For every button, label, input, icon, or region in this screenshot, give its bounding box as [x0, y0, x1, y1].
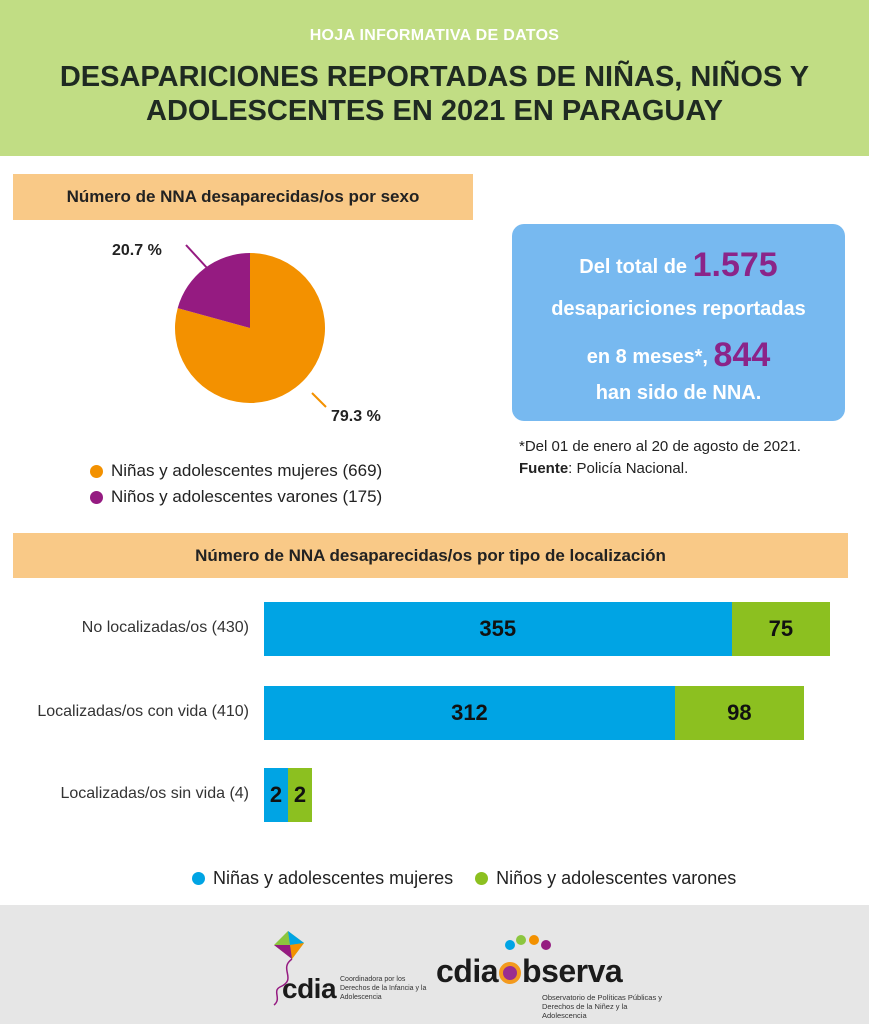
callout-line-total: Del total de 1.575: [512, 246, 845, 285]
sex-pie-chart: 79.3 % 20.7 %: [112, 242, 381, 425]
bar-value-label: 75: [768, 616, 794, 641]
location-bar-chart: No localizadas/os (430) 355 75 Localizadas/…: [0, 590, 869, 840]
callout-pre-nna: en 8 meses*,: [586, 346, 708, 368]
source-note: *Del 01 de enero al 20 de agosto de 2021…: [519, 436, 801, 480]
legend-label-female: Niñas y adolescentes mujeres (669): [111, 461, 383, 480]
bar-segment-male: 75: [731, 602, 831, 656]
cdia-wordmark: cdia: [282, 973, 337, 1004]
callout-line-2: desapariciones reportadas: [551, 298, 806, 320]
bar-legend: Niñas y adolescentes mujeres Niños y ado…: [192, 868, 758, 889]
header-banner: HOJA INFORMATIVA DE DATOS DESAPARICIONES…: [0, 0, 869, 156]
callout-nna-value: 844: [713, 336, 771, 374]
legend-label-male: Niños y adolescentes varones (175): [111, 487, 383, 506]
bar-segment-female: 355: [264, 602, 732, 656]
pie-leader-line-0: [311, 392, 327, 408]
observa-subtitle: Observatorio de Políticas Públicas y Der…: [542, 993, 663, 1020]
cdia-subtitle: Coordinadora por los Derechos de la Infa…: [340, 976, 427, 1001]
bar-category-label: Localizadas/os con vida (410): [37, 703, 249, 720]
kite-icon: [273, 931, 304, 1006]
bar-category-label: No localizadas/os (430): [81, 619, 249, 636]
bar-segment-male: 2: [288, 768, 312, 822]
observa-post: bserva: [522, 953, 623, 989]
callout-total-value: 1.575: [692, 246, 778, 284]
legend-label-female: Niñas y adolescentes mujeres: [213, 868, 454, 888]
observa-pre: cdia: [436, 953, 499, 989]
pie-legend: Niñas y adolescentes mujeres (669) Niños…: [90, 458, 382, 510]
bar-legend-item-female: Niñas y adolescentes mujeres: [192, 868, 453, 889]
bar-segment-female: 312: [264, 686, 675, 740]
page-title: DESAPARICIONES REPORTADAS DE NIÑAS, NIÑO…: [59, 61, 810, 127]
pie-slice-male: [177, 253, 250, 328]
observa-wordmark: cdia bserva: [436, 953, 623, 990]
legend-label-male: Niños y adolescentes varones: [496, 868, 737, 888]
pie-leader-line-1: [185, 244, 209, 270]
bar-category-label: Localizadas/os sin vida (4): [60, 785, 249, 802]
callout-pre-total: Del total de: [579, 256, 688, 278]
source-line: Fuente: Policía Nacional.: [519, 458, 801, 480]
bar-value-label: 355: [479, 616, 517, 641]
cdia-logo: cdia Coordinadora por los Derechos de la…: [258, 927, 428, 1013]
bar-segment-female: 2: [264, 768, 288, 822]
source-value: : Policía Nacional.: [568, 460, 689, 477]
legend-dot-female: [192, 872, 205, 885]
observa-o-icon: [499, 962, 522, 984]
legend-dot-male: [90, 490, 103, 504]
callout-line-4: han sido de NNA.: [595, 382, 762, 404]
bar-value-label: 98: [727, 700, 752, 725]
cdia-observa-logo: cdia bserva Observatorio de Políticas Púb…: [436, 935, 676, 1020]
pie-percent-label-male: 20.7 %: [112, 242, 162, 259]
pie-percent-label-female: 79.3 %: [331, 408, 381, 425]
bar-value-label: 2: [293, 782, 307, 807]
bar-value-label: 2: [269, 782, 283, 807]
bar-segment-male: 98: [674, 686, 804, 740]
legend-dot-male: [475, 872, 489, 885]
pie-legend-item-male: Niños y adolescentes varones (175): [90, 484, 382, 510]
location-section-heading: Número de NNA desaparecidas/os por tipo …: [13, 533, 848, 578]
bar-value-label: 312: [451, 700, 488, 725]
footer: cdia Coordinadora por los Derechos de la…: [0, 905, 869, 1024]
people-icon: [505, 935, 551, 950]
pie-slice-female: [175, 253, 326, 403]
period-note: *Del 01 de enero al 20 de agosto de 2021…: [519, 438, 801, 455]
total-callout: Del total de 1.575 desapariciones report…: [512, 224, 845, 421]
bar-legend-item-male: Niños y adolescentes varones: [475, 868, 736, 889]
callout-line-nna: en 8 meses*, 844: [512, 336, 845, 375]
header-kicker: HOJA INFORMATIVA DE DATOS: [309, 27, 560, 44]
legend-dot-female: [90, 464, 103, 478]
pie-legend-item-female: Niñas y adolescentes mujeres (669): [90, 458, 382, 484]
sex-section-heading: Número de NNA desaparecidas/os por sexo: [13, 174, 473, 220]
source-label: Fuente: [519, 460, 569, 477]
